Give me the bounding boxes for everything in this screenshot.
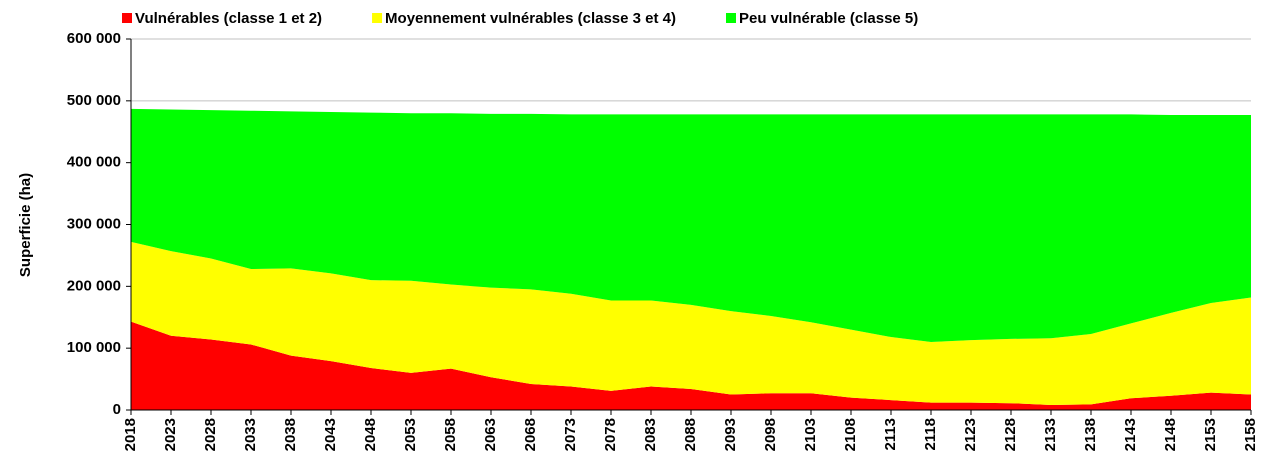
x-tick-label: 2093 xyxy=(722,418,739,451)
x-tick-label: 2068 xyxy=(522,418,539,451)
x-tick-label: 2158 xyxy=(1242,418,1259,451)
x-tick-label: 2153 xyxy=(1202,418,1219,451)
x-tick-label: 2073 xyxy=(562,418,579,451)
x-tick-label: 2083 xyxy=(642,418,659,451)
x-tick-label: 2098 xyxy=(762,418,779,451)
x-tick-label: 2053 xyxy=(402,418,419,451)
y-tick-label: 100 000 xyxy=(67,339,121,356)
legend-swatch xyxy=(726,13,736,23)
x-tick-label: 2148 xyxy=(1162,418,1179,451)
x-tick-label: 2018 xyxy=(122,418,139,451)
x-tick-label: 2063 xyxy=(482,418,499,451)
x-tick-label: 2038 xyxy=(282,418,299,451)
y-tick-label: 200 000 xyxy=(67,277,121,294)
y-tick-label: 600 000 xyxy=(67,30,121,47)
y-tick-label: 400 000 xyxy=(67,154,121,171)
x-tick-label: 2108 xyxy=(842,418,859,451)
x-tick-label: 2118 xyxy=(922,418,939,451)
x-tick-label: 2133 xyxy=(1042,418,1059,451)
y-axis-title: Superficie (ha) xyxy=(17,173,34,277)
x-tick-label: 2103 xyxy=(802,418,819,451)
x-tick-label: 2023 xyxy=(162,418,179,451)
x-tick-label: 2138 xyxy=(1082,418,1099,451)
x-tick-label: 2128 xyxy=(1002,418,1019,451)
x-tick-label: 2028 xyxy=(202,418,219,451)
x-tick-label: 2058 xyxy=(442,418,459,451)
x-tick-label: 2143 xyxy=(1122,418,1139,451)
legend-label: Peu vulnérable (classe 5) xyxy=(739,10,918,27)
y-tick-label: 0 xyxy=(113,401,121,418)
legend-swatch xyxy=(372,13,383,23)
y-tick-label: 300 000 xyxy=(67,215,121,232)
legend-label: Moyennement vulnérables (classe 3 et 4) xyxy=(385,10,676,27)
x-tick-label: 2113 xyxy=(882,418,899,451)
x-tick-label: 2088 xyxy=(682,418,699,451)
area xyxy=(131,108,1251,342)
legend-swatch xyxy=(122,13,132,23)
x-tick-label: 2033 xyxy=(242,418,259,451)
x-tick-label: 2123 xyxy=(962,418,979,451)
x-tick-label: 2043 xyxy=(322,418,339,451)
legend-label: Vulnérables (classe 1 et 2) xyxy=(135,10,322,27)
x-tick-label: 2078 xyxy=(602,418,619,451)
area xyxy=(131,241,1251,406)
x-tick-label: 2048 xyxy=(362,418,379,451)
area xyxy=(131,321,1251,410)
y-tick-label: 500 000 xyxy=(67,92,121,109)
